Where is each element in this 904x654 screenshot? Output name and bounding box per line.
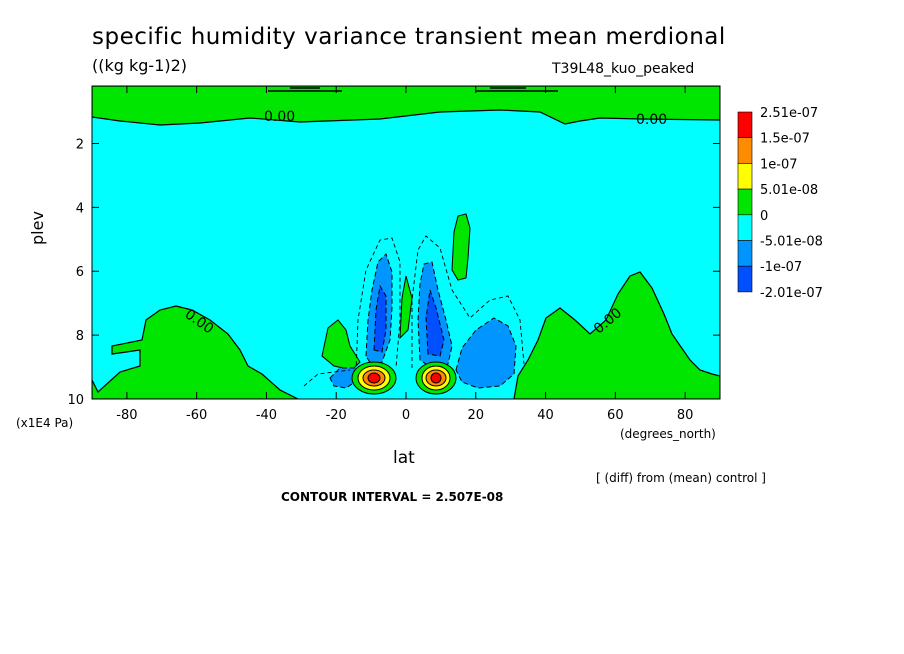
run-label: T39L48_kuo_peaked	[552, 61, 695, 77]
dashed-contours	[303, 235, 525, 387]
contour-fields	[92, 86, 720, 399]
x-tick-label: 40	[537, 408, 554, 423]
negative-core-north-inner	[425, 289, 445, 357]
y-axis-unit: (x1E4 Pa)	[16, 416, 74, 430]
colorbar-level-label: 0	[760, 209, 768, 224]
colorbar-level-label: -2.01e-07	[760, 286, 823, 301]
x-tick-label: 80	[677, 408, 694, 423]
y-tick-label: 8	[76, 329, 84, 344]
positive-region-top	[92, 86, 720, 126]
colorbar-swatch	[737, 137, 753, 164]
colorbar-legend: 2.51e-07 1.5e-07 1e-07 5.01e-08 0 -5.01e-08 -1…	[737, 106, 823, 301]
x-tick-label: 0	[402, 408, 410, 423]
colorbar-swatch	[737, 163, 753, 190]
colorbar-swatch	[737, 214, 753, 241]
colorbar-level-label: 1.5e-07	[760, 132, 810, 147]
top-markers	[268, 87, 558, 92]
colorbar-level-label: 2.51e-07	[760, 106, 818, 121]
negative-core-south-inner	[373, 284, 387, 353]
y-tick-label: 6	[76, 265, 84, 280]
colorbar-level-label: 1e-07	[760, 157, 798, 172]
x-tick-label: -20	[326, 408, 347, 423]
colorbar-level-label: -1e-07	[760, 260, 802, 275]
colorbar-level-label: -5.01e-08	[760, 235, 823, 250]
x-axis-label: lat	[393, 448, 415, 468]
positive-core-north	[415, 361, 457, 395]
x-axis-unit: (degrees_north)	[620, 427, 716, 441]
y-tick-label: 2	[76, 137, 84, 152]
negative-region-northeast	[455, 317, 517, 389]
positive-region-sliver	[321, 319, 361, 371]
contour-interval: CONTOUR INTERVAL = 2.507E-08	[281, 490, 504, 504]
contour-label: 0.00	[636, 112, 667, 128]
x-tick-label: -60	[186, 408, 207, 423]
contour-label: 0.00	[264, 109, 295, 125]
x-tick-label: -80	[116, 408, 137, 423]
chart-units: ((kg kg-1)2)	[92, 56, 188, 75]
x-tick-label: 20	[468, 408, 485, 423]
positive-core-south	[351, 361, 397, 395]
y-tick-label: 10	[67, 393, 84, 408]
y-tick-label: 4	[76, 201, 84, 216]
x-axis-ticks: -80 -60 -40 -20 0 20 40 60 80	[116, 86, 693, 423]
colorbar-swatch	[737, 265, 753, 293]
positive-region-stripe	[399, 275, 413, 340]
colorbar-level-label: 5.01e-08	[760, 183, 818, 198]
positive-region-blob	[451, 213, 471, 281]
x-tick-label: 60	[607, 408, 624, 423]
chart-title: specific humidity variance transient mea…	[92, 24, 726, 50]
diff-note: [ (diff) from (mean) control ]	[596, 471, 766, 485]
colorbar-swatch	[737, 111, 753, 139]
positive-region-right	[513, 271, 720, 399]
colorbar-swatch	[737, 188, 753, 216]
x-tick-label: -40	[256, 408, 277, 423]
y-axis-ticks: 2 4 6 8 10	[67, 137, 720, 408]
colorbar-swatch	[737, 240, 753, 267]
positive-region-left	[92, 305, 299, 399]
